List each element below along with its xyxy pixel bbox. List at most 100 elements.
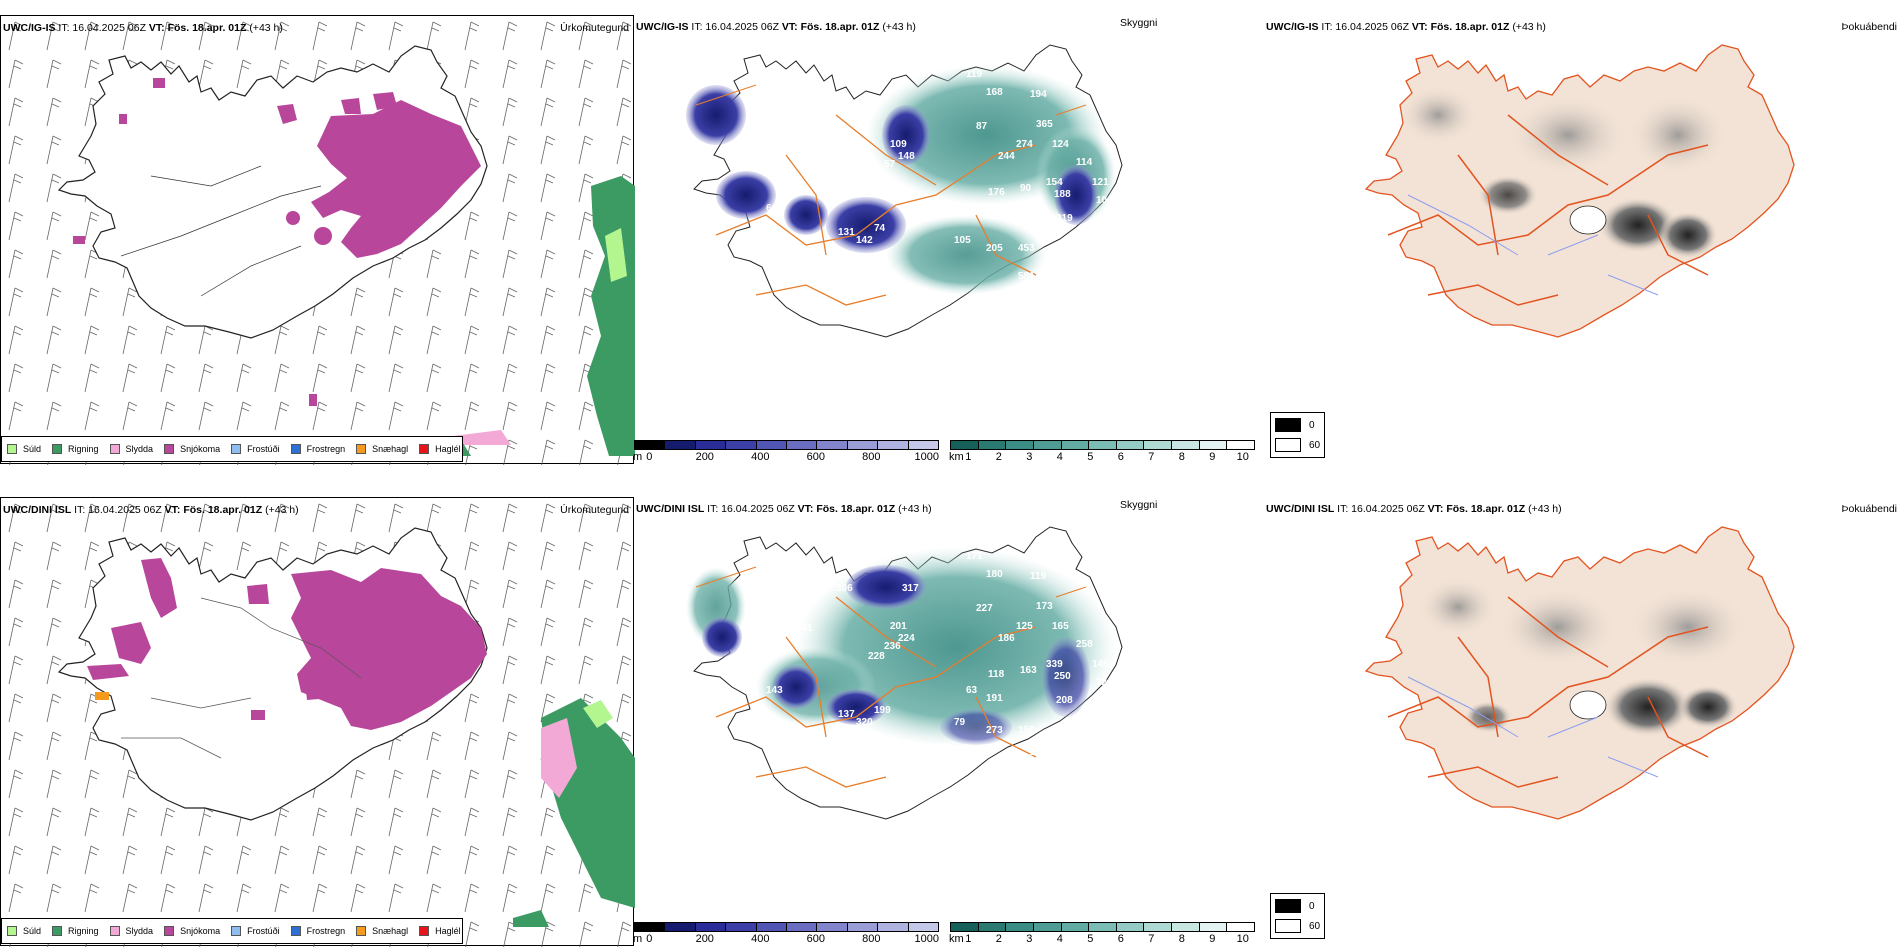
colorbar-cell	[695, 441, 727, 449]
snow-area	[309, 394, 317, 406]
cloud-height-label: 109	[890, 139, 907, 150]
cloud-height-label: 219	[1056, 213, 1073, 224]
legend-item: Snæhagl	[356, 444, 408, 454]
lead-time: (+43 h)	[265, 504, 299, 516]
snow-area	[373, 92, 397, 110]
cloud-height-labels: 197 119 177 168 194 365 87 274 124 244 114 154 121 17…	[766, 63, 1113, 282]
colorbar-tick: 3	[1026, 933, 1033, 945]
colorbar-cell	[878, 923, 909, 931]
colorbar-cell	[1006, 441, 1034, 449]
legend-swatch	[109, 444, 120, 454]
colorbar-tick: 5	[1087, 933, 1094, 945]
cloud-height-label: 224	[898, 633, 915, 644]
valid-time: Fös. 18.apr. 01Z	[1430, 21, 1510, 33]
legend-item: Haglél	[419, 926, 461, 936]
colorbar-cell	[756, 441, 788, 449]
legend-label: Snæhagl	[372, 444, 409, 454]
snow-area	[247, 584, 269, 604]
cloud-height-label: 114	[1076, 157, 1093, 168]
colorbar-cell	[978, 441, 1007, 449]
colorbar-cell	[635, 923, 666, 931]
cloud-height-label: 215	[1018, 753, 1035, 764]
ptype-legend: Súld Rigning Slydda Snjókoma Frostúði Frostre…	[1, 918, 463, 944]
colorbar-tick: 4	[1056, 933, 1063, 945]
panel-kind-fog: Þokuábendi	[1841, 503, 1897, 515]
colorbar-tick: 1	[965, 451, 972, 463]
colorbar-tick: 7	[1148, 451, 1155, 463]
legend-label: Slydda	[125, 444, 154, 454]
colorbar-tick: 400	[751, 451, 770, 463]
legend-item: Súld	[7, 926, 41, 936]
model-name: UWC/IG-IS	[3, 22, 56, 34]
legend-swatch	[231, 444, 242, 454]
valid-time: Fös. 18.apr. 01Z	[1446, 503, 1526, 515]
cloud-height-label: 258	[1076, 639, 1093, 650]
colorbar-tick: 400	[751, 933, 770, 945]
cloud-height-label: 131	[838, 227, 855, 238]
fog-legend: 0 60	[1270, 893, 1325, 939]
snow-area	[314, 227, 332, 245]
colorbar-tick: 600	[806, 451, 825, 463]
cloud-height-label: 168	[986, 87, 1003, 98]
fog-legend-swatch	[1275, 418, 1301, 432]
legend-swatch	[290, 444, 301, 454]
colorbar-cell	[847, 441, 879, 449]
panel-title: UWC/IG-IS IT: 16.04.2025 06Z VT: Fös. 18…	[1266, 21, 1546, 33]
cloud-height-labels: 208 171 83 180 119 173 227 125 165 186 258 339 145 11…	[751, 545, 1113, 764]
fog-legend-swatch	[1275, 438, 1301, 452]
model-name: UWC/IG-IS	[1266, 21, 1319, 33]
fog-panel-row2: UWC/DINI ISL IT: 16.04.2025 06Z VT: Fös.…	[1266, 497, 1900, 946]
valid-time: Fös. 18.apr. 01Z	[183, 504, 263, 516]
snow-area	[153, 78, 165, 88]
legend-swatch	[231, 926, 242, 936]
cloud-height-label: 163	[1020, 665, 1037, 676]
legend-item: Haglél	[419, 444, 461, 454]
legend-swatch	[7, 444, 17, 454]
colorbar-cell	[665, 923, 696, 931]
fog-legend-item: 60	[1275, 438, 1320, 452]
legend-item: Snæhagl	[356, 926, 408, 936]
snow-area	[277, 104, 297, 124]
model-name: UWC/DINI ISL	[1266, 503, 1335, 515]
colorbar-tick: 9	[1209, 451, 1216, 463]
legend-label: Súld	[23, 926, 42, 936]
colorbar-cell	[1172, 441, 1200, 449]
cloud-height-label: 221	[1096, 677, 1113, 688]
colorbar-cell	[951, 923, 979, 931]
fog-panel-row1: UWC/IG-IS IT: 16.04.2025 06Z VT: Fös. 18…	[1266, 15, 1900, 464]
cloud-height-label: 154	[1046, 177, 1063, 188]
snow-area	[305, 678, 331, 700]
cloud-height-label: 453	[1018, 243, 1035, 254]
cloud-height-label: 165	[1052, 621, 1069, 632]
legend-swatch	[52, 926, 63, 936]
legend-label: Frostúði	[247, 926, 280, 936]
legend-swatch	[419, 926, 430, 936]
colorbar-cell	[1089, 923, 1117, 931]
fog-map	[1365, 44, 1795, 338]
cloud-height-label: 171	[966, 551, 983, 562]
valid-label: VT:	[1411, 21, 1428, 33]
colorbar-cell	[1116, 923, 1145, 931]
cloud-height-label: 111	[986, 211, 1002, 222]
legend-item: Snjókoma	[164, 444, 220, 454]
legend-swatch	[109, 926, 120, 936]
cloud-height-label: 119	[966, 69, 983, 80]
cloud-height-label: 228	[868, 651, 885, 662]
cloud-height-label: 208	[806, 565, 823, 576]
colorbar-tick: 200	[695, 933, 714, 945]
snow-area	[73, 236, 85, 244]
issue-time: IT: 16.04.2025 06Z	[707, 503, 795, 515]
legend-label: Slydda	[125, 926, 154, 936]
colorbar-cell	[695, 923, 727, 931]
cloud-height-label: 365	[1036, 119, 1053, 130]
legend-swatch	[164, 444, 175, 454]
legend-swatch	[164, 926, 175, 936]
legend-label: Frostregn	[306, 926, 346, 936]
panel-title-cloud-row1: UWC/IG-IS IT: 16.04.2025 06Z VT: Fös. 18…	[636, 21, 916, 33]
legend-item: Slydda	[109, 926, 154, 936]
colorbar-cells	[950, 440, 1255, 450]
colorbar-cell	[1116, 441, 1145, 449]
drizzle-area	[605, 228, 627, 282]
colorbar-tick: 10	[1236, 933, 1249, 945]
lead-time: (+43 h)	[1528, 503, 1562, 515]
